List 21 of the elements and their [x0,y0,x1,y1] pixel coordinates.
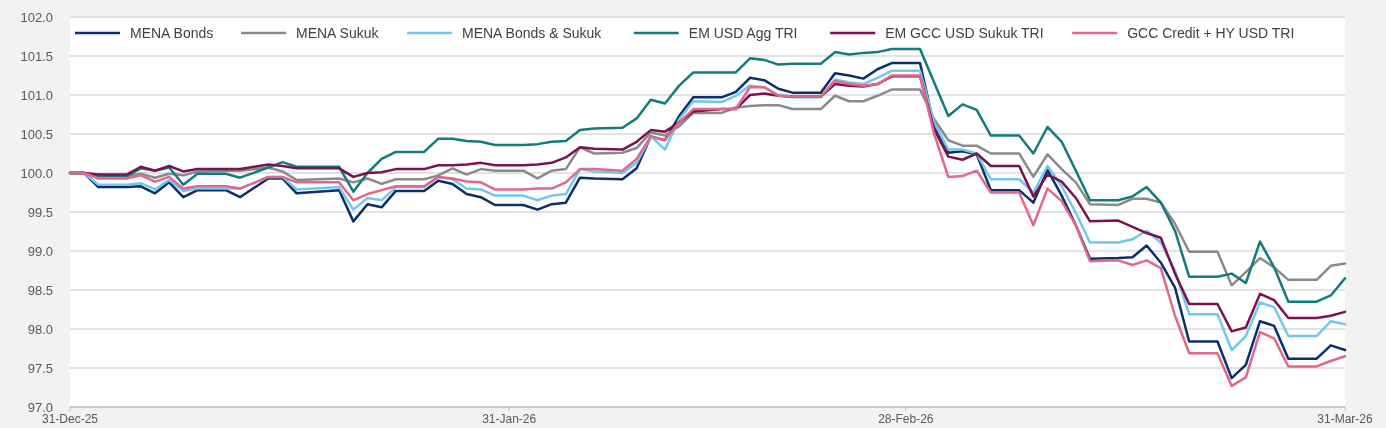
y-tick-label: 100.0 [20,165,53,181]
x-tick-label: 31-Jan-26 [482,412,537,426]
legend-label: MENA Bonds [130,24,214,41]
y-tick-label: 99.5 [27,204,53,220]
legend-label: MENA Sukuk [296,24,380,41]
y-tick-label: 97.0 [27,399,53,415]
y-tick-label: 98.0 [27,321,53,337]
x-tick-label: 28-Feb-26 [878,412,934,426]
legend-label: GCC Credit + HY USD TRI [1127,24,1295,41]
x-tick-label: 31-Dec-25 [41,412,99,426]
y-tick-label: 100.5 [20,126,53,142]
legend-label: EM USD Agg TRI [688,24,798,41]
y-tick-label: 102.0 [20,9,53,25]
x-tick-label: 31-Mar-26 [1317,412,1373,426]
y-tick-label: 101.5 [20,48,53,64]
legend-label: EM GCC USD Sukuk TRI [885,24,1044,41]
y-tick-label: 98.5 [27,282,53,298]
legend-label: MENA Bonds & Sukuk [462,24,603,41]
y-tick-label: 97.5 [27,360,53,376]
y-tick-label: 101.0 [20,87,53,103]
y-tick-label: 99.0 [27,243,53,259]
